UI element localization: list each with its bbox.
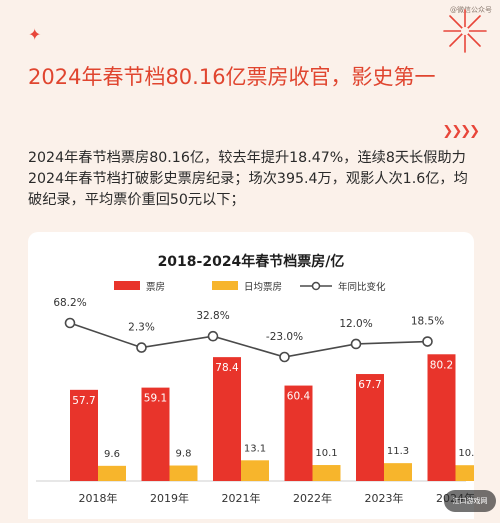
watermark-top: @微信公众号 xyxy=(450,6,492,14)
bar-box-office xyxy=(70,389,98,481)
bar-daily-avg-label: 10.1 xyxy=(315,448,337,459)
chart-title: 2018-2024年春节档票房/亿 xyxy=(158,253,345,270)
summary-text: 2024年春节档票房80.16亿，较去年提升18.47%，连续8天长假助力202… xyxy=(28,150,468,208)
yoy-label: -23.0% xyxy=(266,331,303,343)
legend-label-1: 日均票房 xyxy=(244,281,282,293)
bar-box-office-label: 67.7 xyxy=(358,379,381,391)
watermark-bottom: 江口游戏网 xyxy=(444,490,496,512)
legend-label-2: 年同比变化 xyxy=(338,281,386,293)
yoy-label: 68.2% xyxy=(53,297,86,309)
yoy-point xyxy=(136,342,147,353)
bar-box-office-label: 78.4 xyxy=(215,362,239,374)
chart-card: 2018-2024年春节档票房/亿 票房 日均票房 年同比变化 57.7 9.6 201… xyxy=(28,232,484,519)
bar-box-office-label: 80.2 xyxy=(430,359,453,371)
yoy-label: 12.0% xyxy=(339,318,372,330)
bar-daily-avg-label: 13.1 xyxy=(244,443,266,454)
bar-box-office xyxy=(284,385,313,481)
yoy-label: 18.5% xyxy=(411,316,444,328)
legend-line-marker xyxy=(311,281,321,291)
bar-box-office-label: 59.1 xyxy=(144,393,167,405)
legend-swatch-0 xyxy=(114,281,140,290)
yoy-point xyxy=(350,338,362,350)
bar-daily-avg-label: 9.8 xyxy=(176,449,192,460)
bar-box-office xyxy=(356,374,384,481)
bar-box-office-label: 57.7 xyxy=(72,395,95,407)
bar-box-office xyxy=(213,357,241,481)
yoy-point xyxy=(64,317,76,329)
legend-swatch-1 xyxy=(212,281,238,290)
yoy-label: 2.3% xyxy=(128,322,155,334)
bar-daily-avg xyxy=(169,465,198,481)
x-tick-label: 2022年 xyxy=(293,491,332,505)
bar-daily-avg-label: 10.0 xyxy=(458,448,474,459)
x-tick-label: 2023年 xyxy=(365,491,404,505)
bar-daily-avg xyxy=(98,465,126,481)
x-tick-label: 2018年 xyxy=(79,491,118,505)
x-tick-label: 2019年 xyxy=(150,491,189,505)
bar-daily-avg xyxy=(455,465,484,481)
double-chevron-icon: ❯❯❯❯ xyxy=(442,124,480,139)
chart-marks: 57.7 9.6 2018年 59.1 9.8 2019年 78.4 13.1 2021年 60.… xyxy=(36,297,484,505)
yoy-label: 32.8% xyxy=(196,310,229,322)
bar-box-office xyxy=(427,354,456,481)
bar-box-office xyxy=(141,387,170,481)
bar-daily-avg xyxy=(312,465,341,481)
bar-box-office-label: 60.4 xyxy=(287,391,311,403)
yoy-point xyxy=(207,330,219,342)
yoy-point xyxy=(422,336,433,347)
fireworks-icon xyxy=(443,9,487,53)
bar-daily-avg-label: 11.3 xyxy=(387,446,409,457)
headline: 2024年春节档80.16亿票房收官，影史第一 xyxy=(28,65,436,89)
chart-legend: 票房 日均票房 年同比变化 xyxy=(114,281,386,293)
yoy-line xyxy=(69,322,428,358)
sparkle-icon: ✦ xyxy=(28,25,42,44)
box-office-chart: 2018-2024年春节档票房/亿 票房 日均票房 年同比变化 57.7 9.6 201… xyxy=(36,253,484,505)
bar-daily-avg xyxy=(241,460,269,481)
yoy-point xyxy=(279,351,290,363)
bar-daily-avg xyxy=(384,463,412,481)
legend-label-0: 票房 xyxy=(146,281,165,293)
bar-daily-avg-label: 9.6 xyxy=(104,449,120,460)
x-tick-label: 2021年 xyxy=(222,491,261,505)
